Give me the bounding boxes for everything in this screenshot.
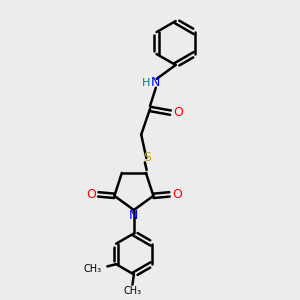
Text: O: O	[86, 188, 96, 201]
Text: N: N	[150, 76, 160, 89]
Text: H: H	[142, 78, 151, 88]
Text: O: O	[172, 188, 182, 201]
Text: CH₃: CH₃	[83, 264, 101, 274]
Text: O: O	[173, 106, 183, 119]
Text: S: S	[143, 151, 151, 164]
Text: CH₃: CH₃	[123, 286, 142, 296]
Text: N: N	[129, 208, 139, 222]
